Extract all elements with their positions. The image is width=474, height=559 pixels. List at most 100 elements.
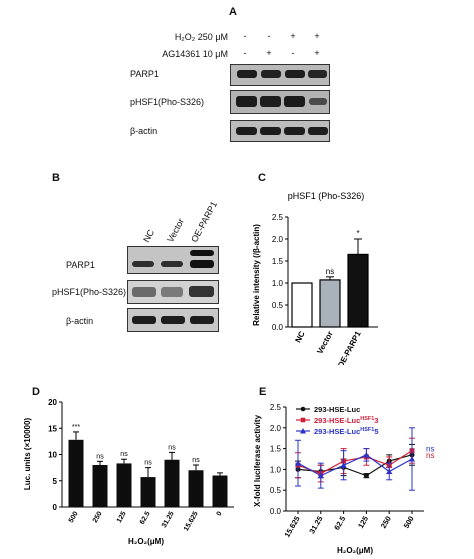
blot-parp1 bbox=[127, 246, 219, 274]
x-tick-label: 15.625 bbox=[282, 515, 301, 539]
y-axis-label: Relative intensity (/β-actin) bbox=[252, 224, 261, 326]
x-tick-label: 62.5 bbox=[332, 515, 347, 532]
blot-label-beta-actin: β-actin bbox=[130, 126, 158, 136]
legend-marker bbox=[300, 406, 306, 412]
blot-beta-actin bbox=[230, 120, 330, 142]
x-tick-label: 31.25 bbox=[307, 515, 324, 536]
y-tick-label: 2.5 bbox=[272, 213, 284, 222]
x-tick-label: OE-PARP1 bbox=[336, 329, 363, 365]
y-tick-label: 10 bbox=[48, 451, 57, 460]
legend-entry: 293-HSE-LucHSF13 bbox=[314, 416, 379, 425]
sign: + bbox=[314, 31, 320, 41]
significance-label: ns bbox=[326, 267, 334, 276]
blot-phsf1 bbox=[127, 280, 219, 304]
x-axis-label: H₂O₂(μM) bbox=[128, 537, 164, 546]
blot-label-phsf1: pHSF1(Pho-S326) bbox=[130, 97, 205, 107]
data-point bbox=[317, 472, 324, 479]
relative-intensity-bar-chart: pHSF1 (Pho-S326) Relative intensity (/β-a… bbox=[252, 191, 378, 365]
bar bbox=[291, 282, 313, 328]
y-tick-label: 15 bbox=[48, 424, 57, 433]
y-tick-label: 1.5 bbox=[272, 257, 284, 266]
data-point bbox=[363, 451, 370, 458]
x-tick-label: 31.25 bbox=[161, 510, 176, 529]
sign: + bbox=[314, 48, 320, 58]
x-tick-label: 15.625 bbox=[183, 510, 200, 532]
blot-beta-actin bbox=[127, 308, 219, 332]
series-line bbox=[297, 454, 413, 477]
y-axis-label: Luc. units (×10000) bbox=[23, 418, 32, 491]
bar bbox=[188, 470, 204, 507]
bar bbox=[164, 459, 180, 507]
series-line bbox=[297, 450, 413, 475]
panel-label: C bbox=[258, 172, 266, 184]
bar bbox=[212, 475, 228, 507]
x-tick-label: Vector bbox=[315, 330, 334, 356]
x-tick-label: 500 bbox=[402, 515, 416, 530]
significance-label: ns bbox=[168, 444, 176, 451]
x-tick-label: 0 bbox=[216, 510, 224, 517]
y-tick-label: 0.5 bbox=[272, 301, 284, 310]
bar bbox=[116, 463, 132, 507]
y-tick-label: 0.0 bbox=[272, 323, 284, 332]
legend-entry: 293-HSE-LucHSF15 bbox=[314, 427, 379, 436]
significance-label: *** bbox=[72, 424, 80, 431]
series-line bbox=[297, 454, 413, 477]
y-tick-label: 2.0 bbox=[270, 424, 282, 433]
significance-label: ns bbox=[426, 451, 434, 460]
sign: + bbox=[290, 31, 296, 41]
y-tick-label: 0.0 bbox=[270, 507, 282, 516]
significance-label: ns bbox=[192, 457, 200, 464]
legend-marker bbox=[300, 417, 306, 423]
y-tick-label: 0.5 bbox=[270, 486, 282, 495]
y-axis-label: X-fold luciferase activity bbox=[253, 414, 262, 507]
treatment-label-ag14361: AG14361 10 μM bbox=[162, 49, 228, 59]
x-tick-label: 62.5 bbox=[139, 510, 152, 525]
bar bbox=[68, 439, 84, 507]
data-point bbox=[295, 460, 301, 466]
bar bbox=[319, 279, 341, 328]
blot-label-beta-actin: β-actin bbox=[66, 316, 94, 326]
luciferase-fold-line-chart: X-fold luciferase activity 0.0 0.5 1.0 1.5 2.… bbox=[253, 403, 434, 555]
bar bbox=[92, 465, 108, 507]
panel-label: B bbox=[52, 172, 60, 184]
x-tick-label: 250 bbox=[379, 515, 393, 530]
panel-label: D bbox=[32, 386, 40, 398]
treatment-label-h2o2: H₂O₂ 250 μM bbox=[174, 32, 228, 42]
data-point bbox=[386, 468, 393, 474]
blot-label-parp1: PARP1 bbox=[130, 69, 159, 79]
x-tick-label: 500 bbox=[68, 510, 80, 524]
panel-label: A bbox=[229, 6, 237, 18]
blot-label-phsf1: pHSF1(Pho-S326) bbox=[52, 287, 127, 297]
x-tick-label: 125 bbox=[116, 510, 128, 524]
blot-label-parp1: PARP1 bbox=[66, 260, 95, 270]
legend-entry: 293-HSE-Luc bbox=[314, 405, 360, 414]
bar bbox=[140, 477, 156, 507]
bar bbox=[347, 253, 369, 328]
legend-marker bbox=[300, 428, 306, 434]
data-point bbox=[363, 473, 369, 479]
lane-label: OE-PARP1 bbox=[189, 199, 220, 244]
luciferase-units-bar-chart: Luc. units (×10000) 0 5 10 15 20 *** 500 ns 250 ns… bbox=[23, 398, 234, 546]
data-point bbox=[340, 462, 347, 468]
y-tick-label: 1.5 bbox=[270, 445, 282, 454]
x-axis-label: H₂O₂(μM) bbox=[337, 546, 373, 555]
sign: + bbox=[266, 48, 272, 58]
y-tick-label: 2.0 bbox=[272, 235, 284, 244]
sign: - bbox=[291, 48, 295, 58]
y-tick-label: 2.5 bbox=[270, 403, 282, 412]
y-tick-label: 1.0 bbox=[272, 279, 284, 288]
sign: - bbox=[243, 48, 247, 58]
significance-label: ns bbox=[426, 445, 434, 454]
data-point bbox=[409, 456, 415, 462]
y-tick-label: 1.0 bbox=[270, 465, 282, 474]
y-tick-label: 5 bbox=[53, 477, 58, 486]
x-tick-label: 125 bbox=[356, 515, 370, 530]
significance-label: ns bbox=[144, 460, 152, 467]
significance-label: ns bbox=[96, 453, 104, 460]
lane-label: Vector bbox=[165, 216, 186, 244]
lane-label: NC bbox=[141, 227, 157, 244]
chart-title: pHSF1 (Pho-S326) bbox=[288, 191, 365, 201]
significance-label: * bbox=[356, 229, 359, 238]
y-tick-label: 20 bbox=[48, 398, 57, 407]
x-tick-label: NC bbox=[293, 330, 306, 345]
